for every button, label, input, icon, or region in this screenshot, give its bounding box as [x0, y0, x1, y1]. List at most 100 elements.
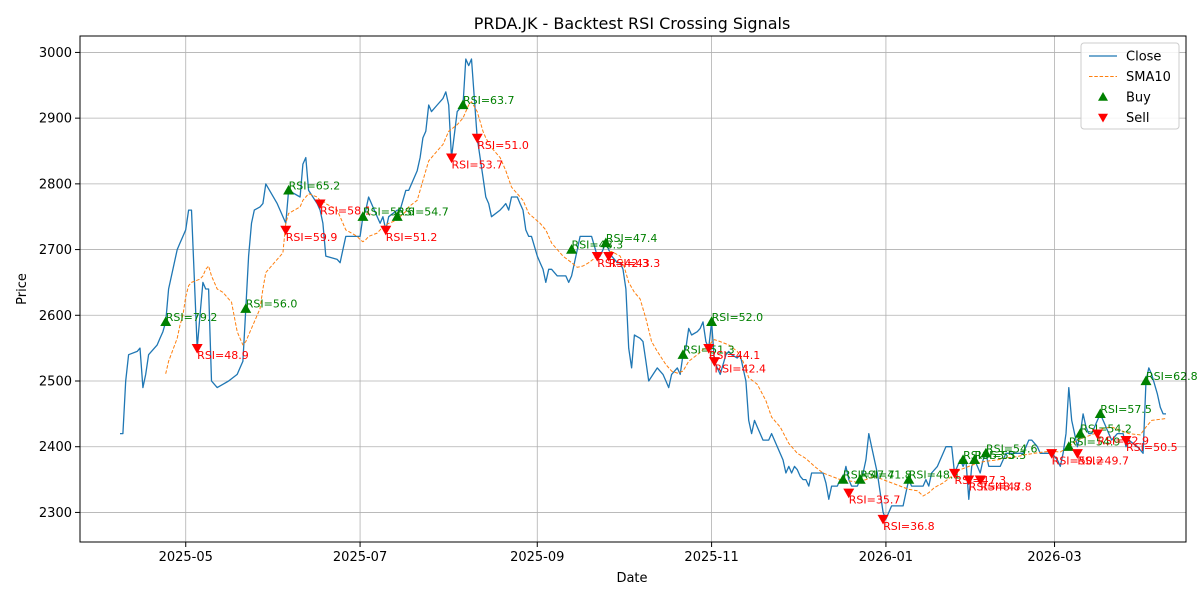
- sell-rsi-label: RSI=51.0: [477, 139, 529, 152]
- x-tick-label: 2025-05: [159, 550, 213, 565]
- buy-marker: [969, 454, 981, 464]
- sell-marker: [843, 488, 855, 499]
- x-tick-label: 2025-11: [684, 550, 738, 565]
- buy-marker: [903, 474, 915, 484]
- buy-marker: [391, 211, 403, 221]
- buy-marker: [837, 474, 849, 484]
- sell-rsi-label: RSI=59.9: [286, 231, 338, 244]
- sell-marker: [1046, 449, 1058, 459]
- sell-rsi-label: RSI=35.7: [849, 494, 901, 507]
- buy-marker: [240, 303, 252, 313]
- x-tick-label: 2026-03: [1027, 550, 1081, 565]
- chart-title: PRDA.JK - Backtest RSI Crossing Signals: [474, 14, 791, 33]
- y-tick-label: 2300: [39, 506, 72, 521]
- sell-marker: [1091, 429, 1103, 440]
- sell-rsi-label: RSI=50.2: [1052, 454, 1104, 467]
- buy-rsi-label: RSI=54.9: [1069, 436, 1121, 449]
- legend-label-buy: Buy: [1126, 91, 1151, 106]
- buy-marker: [566, 244, 578, 254]
- sell-rsi-label: RSI=43.3: [609, 257, 661, 270]
- buy-rsi-label: RSI=63.7: [463, 94, 515, 107]
- y-tick-label: 2900: [39, 112, 72, 127]
- sell-marker: [708, 357, 720, 367]
- sell-marker: [380, 225, 392, 236]
- buy-rsi-label: RSI=56.6: [363, 206, 415, 219]
- legend: Close SMA10 Buy Sell: [1080, 42, 1180, 130]
- sell-marker: [963, 475, 975, 486]
- buy-rsi-label: RSI=62.8: [1146, 370, 1198, 383]
- sell-rsi-label: RSI=48.8: [969, 481, 1021, 494]
- sell-rsi-label: RSI=42.4: [714, 362, 766, 375]
- buy-marker: [1063, 441, 1075, 451]
- x-tick-label: 2025-09: [510, 550, 564, 565]
- sell-rsi-label: RSI=49.7: [1077, 454, 1129, 467]
- sell-rsi-label: RSI=51.2: [386, 231, 438, 244]
- buy-rsi-label: RSI=56.0: [246, 298, 298, 311]
- x-axis-label: Date: [616, 571, 647, 586]
- plot-area: RSI=79.2 RSI=48.9 RSI=56.0 RSI=59.9 RSI=65.2…: [120, 58, 1198, 533]
- sell-marker: [591, 252, 603, 262]
- y-axis-label: Price: [15, 273, 30, 305]
- sell-rsi-label: RSI=58.1: [320, 205, 372, 218]
- buy-marker: [980, 447, 992, 458]
- buy-marker: [1094, 408, 1106, 418]
- sell-marker: [446, 153, 458, 164]
- y-tick-label: 2600: [39, 309, 72, 324]
- buy-rsi-label: RSI=54.7: [397, 206, 449, 219]
- buy-rsi-label: RSI=48.3: [572, 239, 624, 252]
- sma10-series-line: [165, 101, 1167, 497]
- sell-rsi-label: RSI=44.1: [709, 349, 761, 362]
- sell-rsi-label: RSI=42.3: [597, 257, 649, 270]
- y-tick-label: 2800: [39, 177, 72, 192]
- buy-rsi-label: RSI=41.8: [860, 469, 912, 482]
- buy-marker: [283, 184, 295, 195]
- legend-label-sell: Sell: [1126, 111, 1149, 126]
- buy-rsi-label: RSI=54.6: [986, 442, 1038, 455]
- close-series-line: [120, 58, 1166, 520]
- sell-marker: [1071, 449, 1083, 459]
- sell-rsi-label: RSI=52.9: [1097, 435, 1149, 448]
- buy-marker: [854, 474, 866, 484]
- sell-rsi-label: RSI=48.9: [197, 349, 249, 362]
- sell-marker: [314, 199, 326, 210]
- buy-marker: [1074, 428, 1086, 438]
- buy-marker: [677, 349, 689, 359]
- legend-buy-swatch: [1098, 92, 1108, 101]
- grid: [80, 36, 1186, 542]
- plot-frame: [79, 35, 1187, 543]
- buy-marker: [600, 237, 612, 248]
- buy-marker: [457, 99, 469, 110]
- sell-rsi-label: RSI=53.7: [452, 159, 504, 172]
- sell-marker: [471, 133, 483, 144]
- y-axis: 2300 2400 2500 2600 2700 2800 2900 3000: [39, 46, 80, 521]
- sell-rsi-label: RSI=36.8: [883, 520, 935, 533]
- buy-rsi-label: RSI=54.2: [1080, 423, 1132, 436]
- buy-rsi-label: RSI=47.4: [606, 232, 658, 245]
- y-tick-label: 2700: [39, 243, 72, 258]
- buy-marker: [957, 454, 969, 464]
- sell-marker: [603, 252, 615, 262]
- x-tick-label: 2025-07: [333, 550, 387, 565]
- y-tick-label: 2500: [39, 375, 72, 390]
- sell-marker: [703, 344, 715, 354]
- legend-box: [1080, 42, 1180, 130]
- sell-marker: [191, 344, 203, 354]
- x-axis: 2025-05 2025-07 2025-09 2025-11 2026-01 2026-…: [159, 542, 1082, 565]
- buy-rsi-label: RSI=52.0: [712, 311, 764, 324]
- buy-marker: [1140, 375, 1152, 386]
- buy-rsi-label: RSI=48.1: [909, 469, 961, 482]
- sell-marker: [974, 475, 986, 486]
- sell-marker: [1120, 436, 1132, 446]
- buy-rsi-label: RSI=65.2: [289, 179, 341, 192]
- y-tick-label: 2400: [39, 440, 72, 455]
- buy-rsi-label: RSI=57.5: [1100, 403, 1152, 416]
- y-tick-label: 3000: [39, 46, 72, 61]
- sell-rsi-label: RSI=50.5: [1126, 441, 1178, 454]
- buy-marker: [160, 316, 172, 326]
- buy-marker: [706, 316, 718, 326]
- sell-marker: [280, 225, 292, 236]
- sell-rsi-label: RSI=47.8: [980, 481, 1032, 494]
- sell-marker: [949, 468, 961, 479]
